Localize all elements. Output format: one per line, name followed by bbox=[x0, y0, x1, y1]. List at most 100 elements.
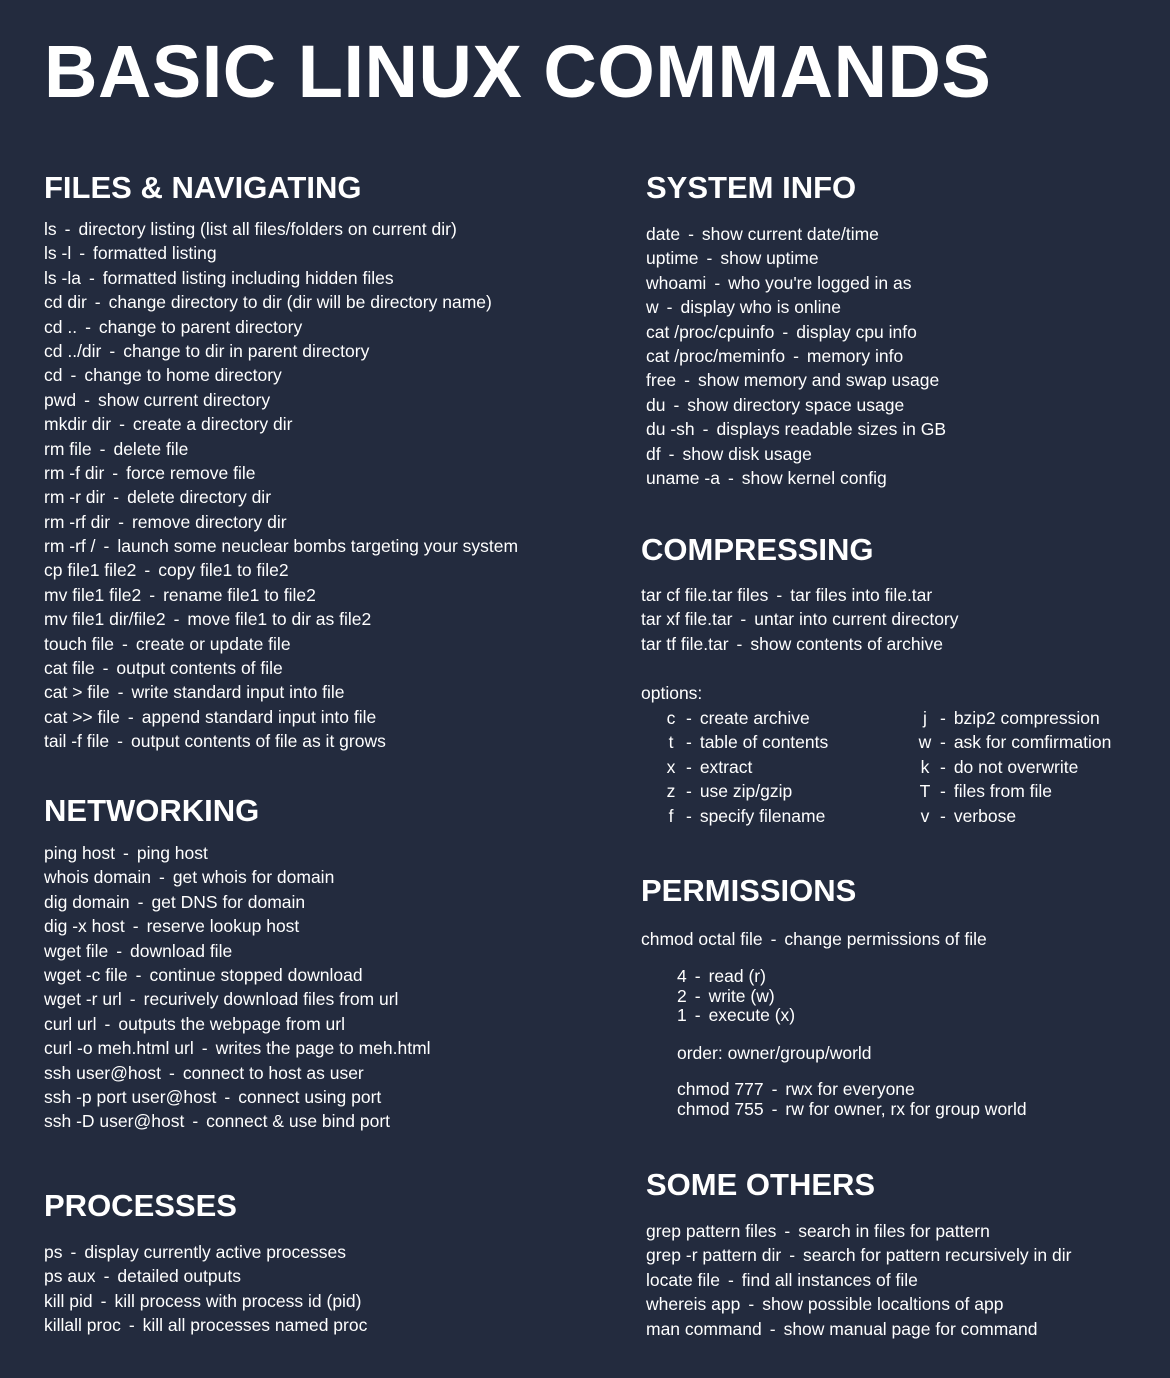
separator: - bbox=[686, 805, 692, 826]
command-description: force remove file bbox=[126, 462, 256, 483]
command-text: cd dir bbox=[44, 292, 87, 313]
command-line: tar xf file.tar - untar into current direc… bbox=[641, 607, 959, 631]
command-description: bzip2 compression bbox=[953, 708, 1100, 728]
separator: - bbox=[940, 781, 946, 802]
command-line: ssh user@host - connect to host as user bbox=[44, 1061, 431, 1085]
separator: - bbox=[688, 224, 694, 244]
compressing-list: tar cf file.tar files - tar files into fil… bbox=[641, 583, 959, 656]
command-text: pwd bbox=[44, 389, 77, 410]
separator: - bbox=[686, 781, 692, 802]
command-text: whereis app bbox=[646, 1294, 741, 1315]
command-line: du -sh - displays readable sizes in GB bbox=[646, 417, 946, 441]
command-text: wget -c file bbox=[44, 964, 128, 985]
command-line: rm -f dir - force remove file bbox=[44, 461, 518, 485]
command-text: whois domain bbox=[44, 867, 151, 888]
command-line: wget -c file - continue stopped download bbox=[44, 963, 431, 987]
chmod-examples-list: chmod 777- rwx for everyone chmod 755- rw f… bbox=[677, 1079, 1027, 1119]
command-line: v - verbose bbox=[918, 804, 1111, 828]
command-description: detailed outputs bbox=[117, 1266, 241, 1287]
command-text: ls bbox=[44, 219, 57, 239]
separator: - bbox=[714, 272, 721, 293]
command-description: tar files into file.tar bbox=[790, 585, 933, 605]
processes-list: ps - display currently active processes ps … bbox=[44, 1240, 367, 1338]
command-line: man command - show manual page for command bbox=[646, 1317, 1071, 1341]
command-line: j - bzip2 compression bbox=[918, 706, 1111, 730]
command-text: 4 bbox=[677, 966, 687, 986]
command-description: show kernel config bbox=[741, 467, 887, 488]
separator: - bbox=[686, 708, 692, 728]
command-line: 2- write (w) bbox=[677, 985, 795, 1007]
separator: - bbox=[694, 985, 701, 1006]
command-line: z - use zip/gzip bbox=[664, 779, 828, 803]
command-description: read (r) bbox=[708, 966, 766, 986]
command-line: whois domain - get whois for domain bbox=[44, 865, 431, 889]
command-line: c - create archive bbox=[664, 706, 828, 730]
separator: - bbox=[706, 248, 713, 269]
command-description: output contents of file as it grows bbox=[130, 731, 386, 752]
command-line: tar cf file.tar files - tar files into fil… bbox=[641, 583, 959, 607]
options-right-list: j - bzip2 compression w - ask for comfirmatio… bbox=[918, 706, 1112, 828]
command-text: ping host bbox=[44, 843, 116, 863]
separator: - bbox=[70, 365, 77, 386]
command-line: uptime - show uptime bbox=[646, 246, 946, 270]
command-text: touch file bbox=[44, 633, 115, 654]
command-text: cp file1 file2 bbox=[44, 560, 137, 581]
command-description: delete directory dir bbox=[127, 487, 272, 508]
command-text: rm -rf dir bbox=[44, 511, 111, 532]
command-line: ls -la - formatted listing including hidde… bbox=[44, 266, 518, 290]
command-description: verbose bbox=[953, 805, 1017, 826]
command-line: pwd - show current directory bbox=[44, 388, 518, 412]
compressing-section-title: COMPRESSING bbox=[641, 532, 874, 567]
separator: - bbox=[109, 340, 116, 361]
separator: - bbox=[118, 511, 124, 532]
command-text: ps aux bbox=[44, 1266, 96, 1287]
command-line: w - ask for comfirmation bbox=[918, 730, 1112, 754]
command-text: tar tf file.tar bbox=[641, 633, 729, 654]
separator: - bbox=[85, 316, 91, 337]
permissions-section-title: PERMISSIONS bbox=[641, 873, 857, 908]
command-description: show directory space usage bbox=[687, 394, 905, 415]
separator: - bbox=[129, 989, 136, 1010]
command-description: find all instances of file bbox=[741, 1269, 918, 1290]
separator: - bbox=[694, 1005, 701, 1025]
command-text: rm -f dir bbox=[44, 462, 105, 483]
command-line: grep -r pattern dir - search for pattern r… bbox=[646, 1243, 1071, 1267]
command-description: writes the page to meh.html bbox=[215, 1038, 431, 1059]
command-line: ssh -p port user@host - connect using port bbox=[44, 1085, 431, 1109]
page-title: BASIC LINUX COMMANDS bbox=[44, 30, 992, 113]
command-description: get whois for domain bbox=[172, 867, 335, 888]
command-description: extract bbox=[699, 756, 753, 777]
command-description: get DNS for domain bbox=[151, 891, 306, 912]
command-line: ssh -D user@host - connect & use bind port bbox=[44, 1109, 431, 1133]
command-line: cat > file - write standard input into fil… bbox=[44, 680, 518, 704]
command-line: whoami - who you're logged in as bbox=[646, 271, 946, 295]
separator: - bbox=[727, 1269, 734, 1290]
command-line: cat >> file - append standard input into f… bbox=[44, 705, 518, 729]
separator: - bbox=[168, 1062, 175, 1083]
command-line: rm -rf dir - remove directory dir bbox=[44, 510, 518, 534]
command-description: show manual page for command bbox=[783, 1318, 1038, 1339]
command-line: rm -r dir - delete directory dir bbox=[44, 485, 518, 509]
separator: - bbox=[673, 394, 680, 415]
command-line: touch file - create or update file bbox=[44, 632, 518, 656]
separator: - bbox=[192, 1111, 199, 1132]
command-description: recurively download files from url bbox=[143, 989, 399, 1010]
command-description: use zip/gzip bbox=[699, 781, 793, 802]
command-text: chmod 777 bbox=[677, 1079, 764, 1099]
command-text: rm file bbox=[44, 438, 92, 459]
command-text: mv file1 file2 bbox=[44, 584, 142, 605]
separator: - bbox=[782, 321, 789, 342]
command-description: directory listing (list all files/folder… bbox=[78, 219, 457, 239]
separator: - bbox=[127, 706, 134, 727]
command-text: du bbox=[646, 394, 666, 415]
separator: - bbox=[149, 584, 156, 605]
command-text: du -sh bbox=[646, 419, 695, 440]
command-description: append standard input into file bbox=[141, 706, 377, 727]
command-text: locate file bbox=[646, 1269, 720, 1290]
separator: - bbox=[159, 867, 165, 888]
command-text: ssh -D user@host bbox=[44, 1111, 185, 1132]
separator: - bbox=[684, 370, 690, 391]
separator: - bbox=[70, 1242, 77, 1262]
command-description: show contents of archive bbox=[750, 633, 943, 654]
command-description: show memory and swap usage bbox=[697, 370, 940, 391]
